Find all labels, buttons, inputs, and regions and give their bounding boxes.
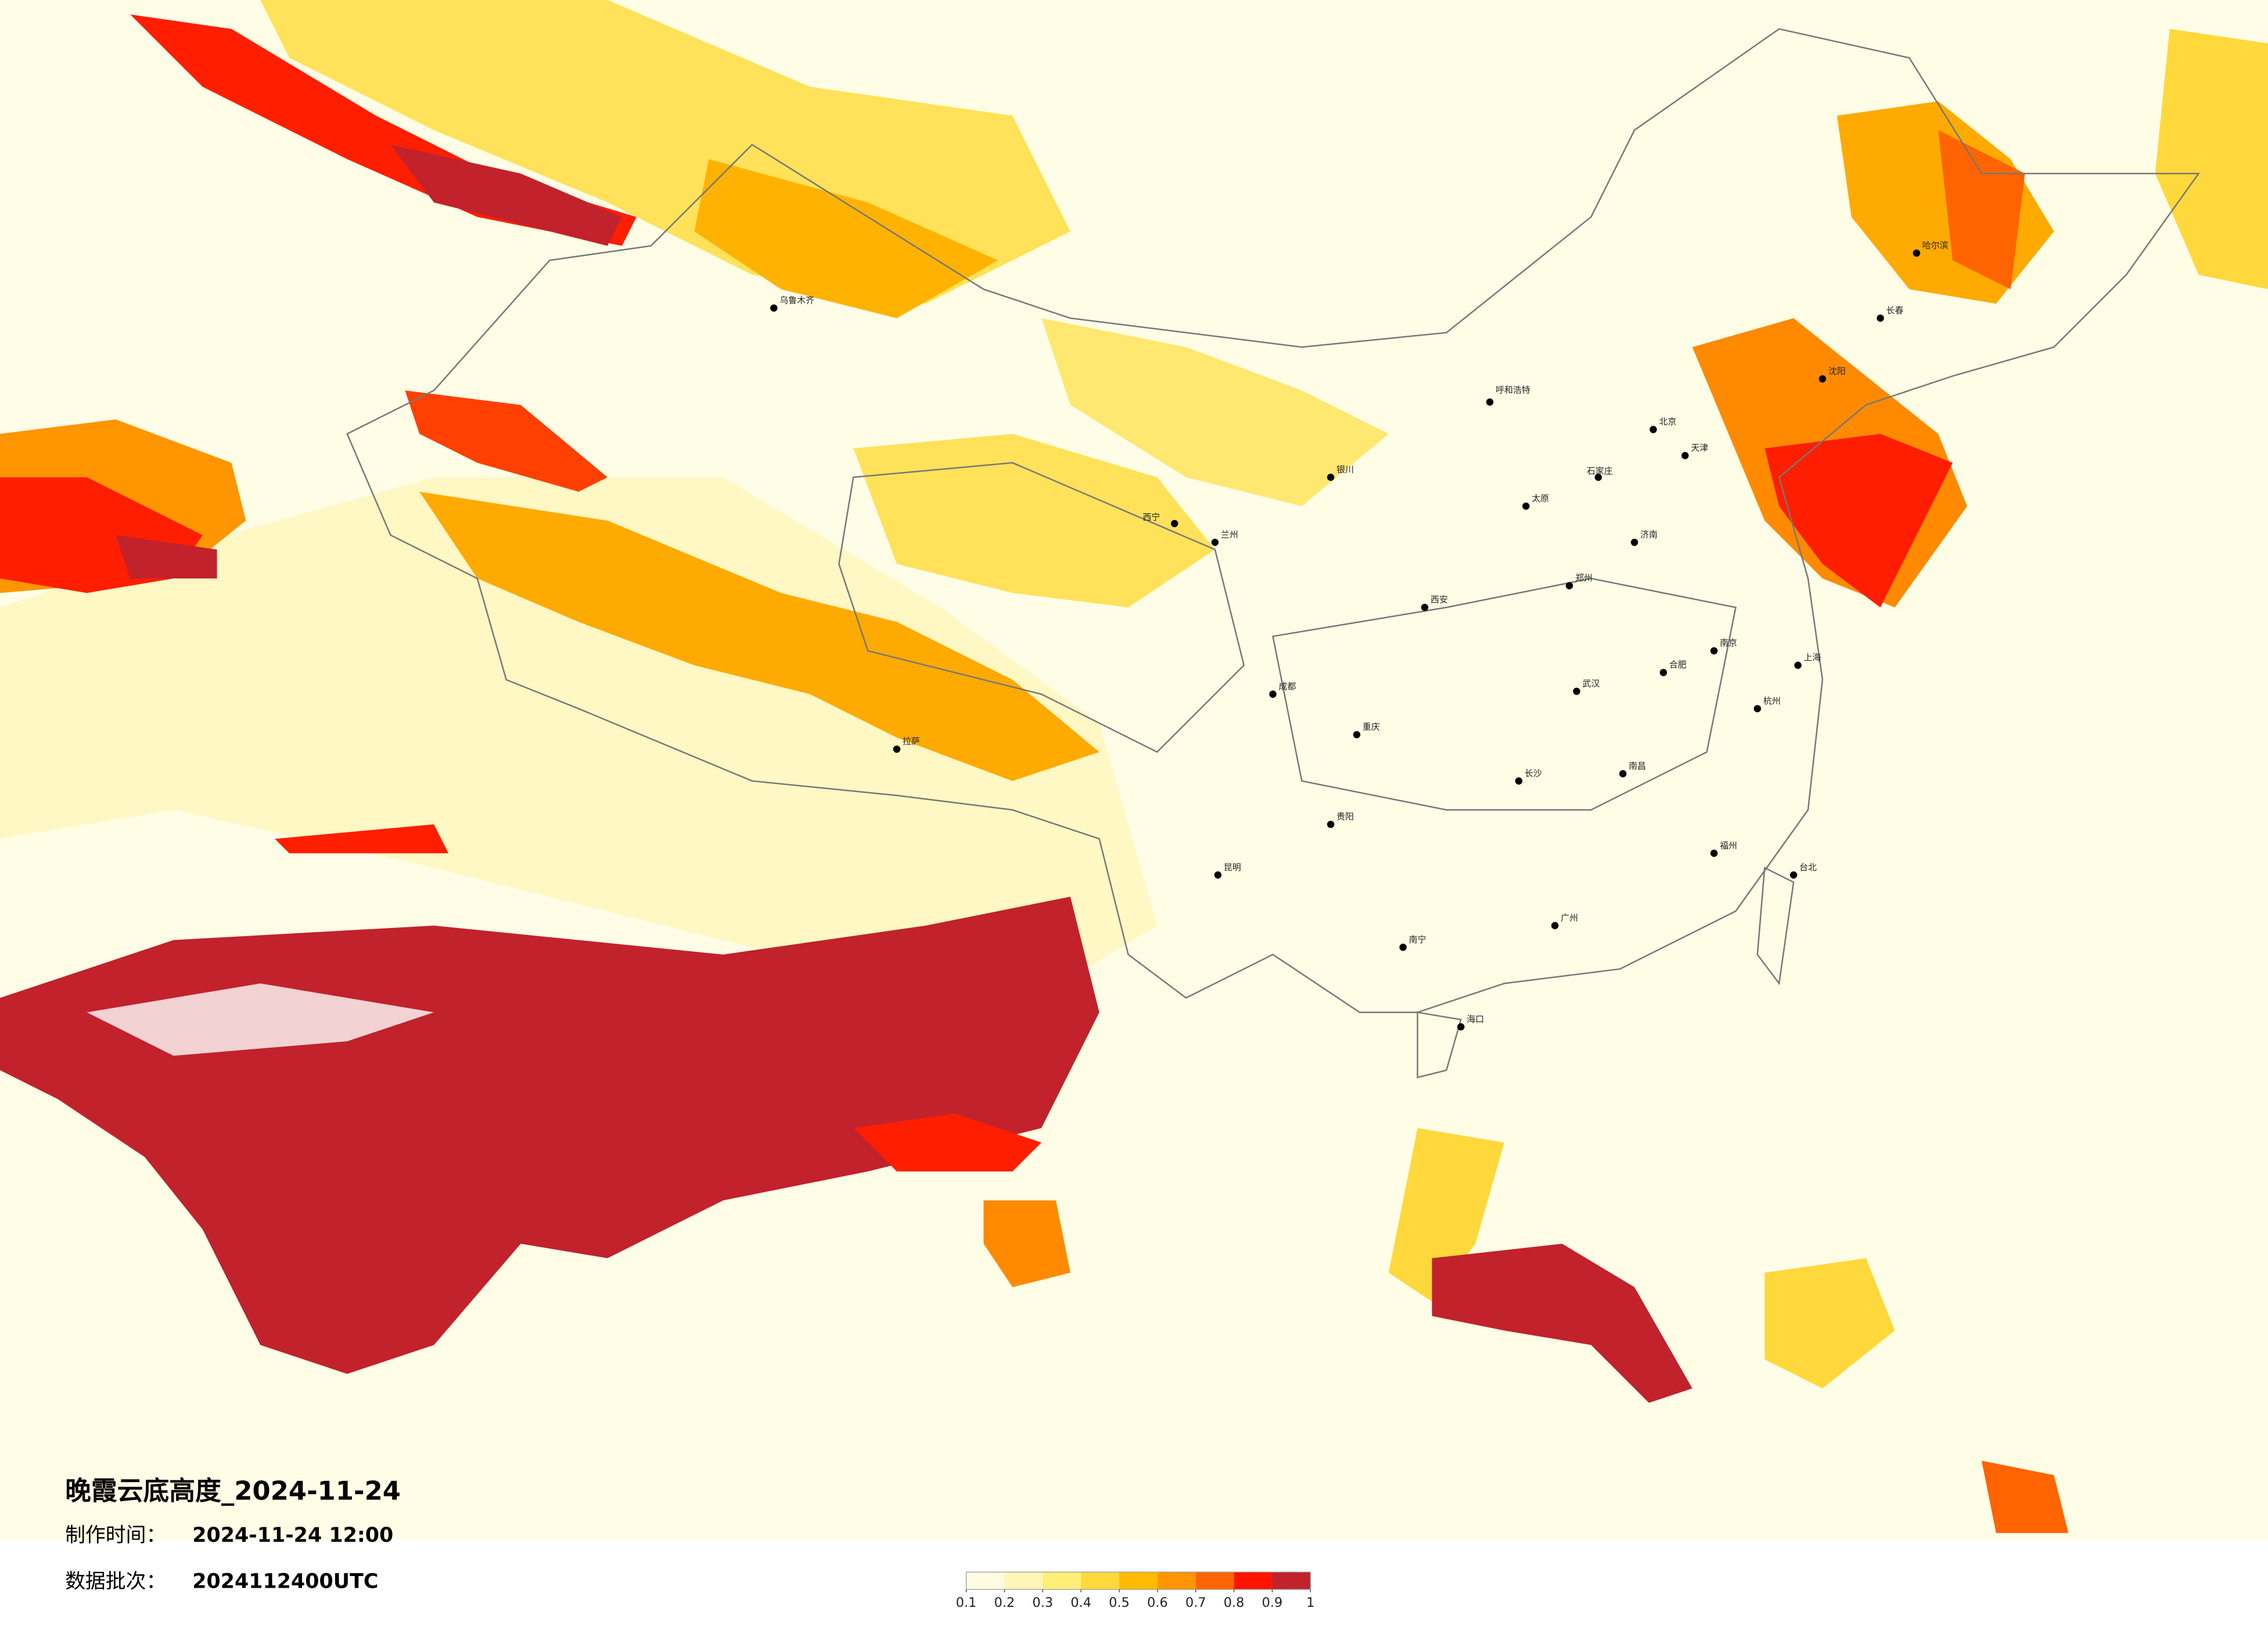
colorbar-bin <box>1234 1572 1273 1589</box>
city-dot <box>1794 661 1802 669</box>
city-label: 长沙 <box>1525 768 1542 778</box>
city-label: 台北 <box>1799 862 1817 872</box>
colorbar: 0.1 0.2 0.3 0.4 0.5 0.6 0.7 0.8 0.9 1 <box>956 1571 1314 1610</box>
city-label: 沈阳 <box>1828 366 1846 376</box>
city-label: 广州 <box>1561 912 1578 923</box>
city-dot <box>1630 538 1638 546</box>
city-dot <box>770 304 778 312</box>
colorbar-tick-label: 0.6 <box>1147 1595 1168 1610</box>
made-time-label: 制作时间： <box>65 1524 166 1547</box>
city-label: 海口 <box>1467 1014 1484 1024</box>
city-dot <box>893 745 901 753</box>
city-dot <box>1710 647 1718 654</box>
city-dot <box>1421 603 1429 611</box>
city-label: 南京 <box>1720 638 1737 648</box>
city-dot <box>1327 821 1335 828</box>
city-label: 呼和浩特 <box>1496 384 1530 395</box>
city-label: 北京 <box>1659 416 1677 427</box>
city-label: 西宁 <box>1142 512 1160 523</box>
city-label: 贵阳 <box>1336 811 1354 822</box>
colorbar-tick-label: 0.2 <box>994 1595 1015 1610</box>
city-label: 南昌 <box>1629 761 1646 771</box>
city-dot <box>1913 249 1921 257</box>
city-label: 合肥 <box>1669 660 1687 670</box>
city-label: 天津 <box>1691 443 1708 453</box>
cloud-field <box>0 0 2268 1533</box>
city-dot <box>1565 582 1573 589</box>
city-dot <box>1789 871 1798 879</box>
city-dot <box>1573 688 1580 695</box>
city-dot <box>1710 850 1718 857</box>
made-time-value: 2024-11-24 12:00 <box>192 1524 393 1547</box>
city-dot <box>1486 398 1494 406</box>
city-dot <box>1619 770 1627 778</box>
city-dot <box>1594 473 1602 481</box>
batch-value: 2024112400UTC <box>192 1570 378 1593</box>
city-label: 上海 <box>1804 652 1821 663</box>
city-label: 重庆 <box>1363 722 1380 732</box>
colorbar-bin <box>1043 1572 1081 1589</box>
colorbar-tick-label: 0.7 <box>1185 1595 1206 1610</box>
city-label: 杭州 <box>1763 696 1781 706</box>
city-dot <box>1269 690 1277 698</box>
city-label: 太原 <box>1532 493 1549 503</box>
city-label: 郑州 <box>1575 573 1593 583</box>
colorbar-tick-label: 0.1 <box>956 1595 977 1610</box>
colorbar-bin <box>1119 1572 1158 1589</box>
city-dot <box>1818 375 1827 383</box>
colorbar-bin <box>1081 1572 1120 1589</box>
city-dot <box>1877 314 1884 322</box>
city-dot <box>1753 705 1762 713</box>
colorbar-bin <box>1157 1572 1196 1589</box>
colorbar-frame <box>965 1571 1311 1590</box>
colorbar-tick-label: 0.3 <box>1033 1595 1054 1610</box>
city-markers: 北京 天津 石家庄 太原 呼和浩特 沈阳 长春 哈尔滨 上海 南京 杭州 合肥 … <box>770 240 1949 1031</box>
city-label: 哈尔滨 <box>1922 240 1949 250</box>
city-dot <box>1551 922 1559 930</box>
city-label: 南宁 <box>1409 934 1426 945</box>
city-label: 济南 <box>1640 529 1658 539</box>
colorbar-bin <box>1004 1572 1043 1589</box>
city-dot <box>1649 426 1657 433</box>
colorbar-bin <box>966 1572 1005 1589</box>
city-dot <box>1327 473 1335 481</box>
city-dot <box>1659 668 1667 677</box>
city-label: 拉萨 <box>903 736 920 747</box>
city-dot <box>1457 1023 1465 1031</box>
city-dot <box>1171 520 1178 527</box>
city-dot <box>1522 502 1530 510</box>
colorbar-tick-label: 0.8 <box>1224 1595 1245 1610</box>
colorbar-bin <box>1195 1572 1234 1589</box>
city-label: 昆明 <box>1224 862 1241 872</box>
city-dot <box>1681 452 1689 459</box>
city-label: 福州 <box>1720 840 1737 851</box>
info-block: 晚霞云底高度_2024-11-24 制作时间： 2024-11-24 12:00… <box>65 1476 401 1593</box>
city-label: 长春 <box>1886 305 1904 315</box>
city-dot <box>1211 538 1219 546</box>
batch-label: 数据批次： <box>65 1570 166 1593</box>
city-label: 石家庄 <box>1587 466 1613 476</box>
city-label: 银川 <box>1336 464 1354 474</box>
city-dot <box>1353 731 1361 739</box>
city-label: 兰州 <box>1221 529 1238 539</box>
city-label: 乌鲁木齐 <box>779 295 814 305</box>
city-label: 武汉 <box>1583 678 1600 689</box>
colorbar-tick-label: 0.4 <box>1070 1595 1091 1610</box>
city-dot <box>1399 944 1407 951</box>
city-label: 西安 <box>1430 595 1448 605</box>
map-title: 晚霞云底高度_2024-11-24 <box>65 1476 401 1506</box>
colorbar-tick-label: 0.9 <box>1262 1595 1283 1610</box>
city-label: 成都 <box>1279 681 1296 692</box>
borders <box>346 28 2200 1078</box>
colorbar-tick-label: 1 <box>1306 1595 1314 1610</box>
city-dot <box>1214 871 1222 879</box>
colorbar-bin <box>1272 1572 1311 1589</box>
city-dot <box>1515 777 1523 785</box>
colorbar-tick-label: 0.5 <box>1109 1595 1130 1610</box>
